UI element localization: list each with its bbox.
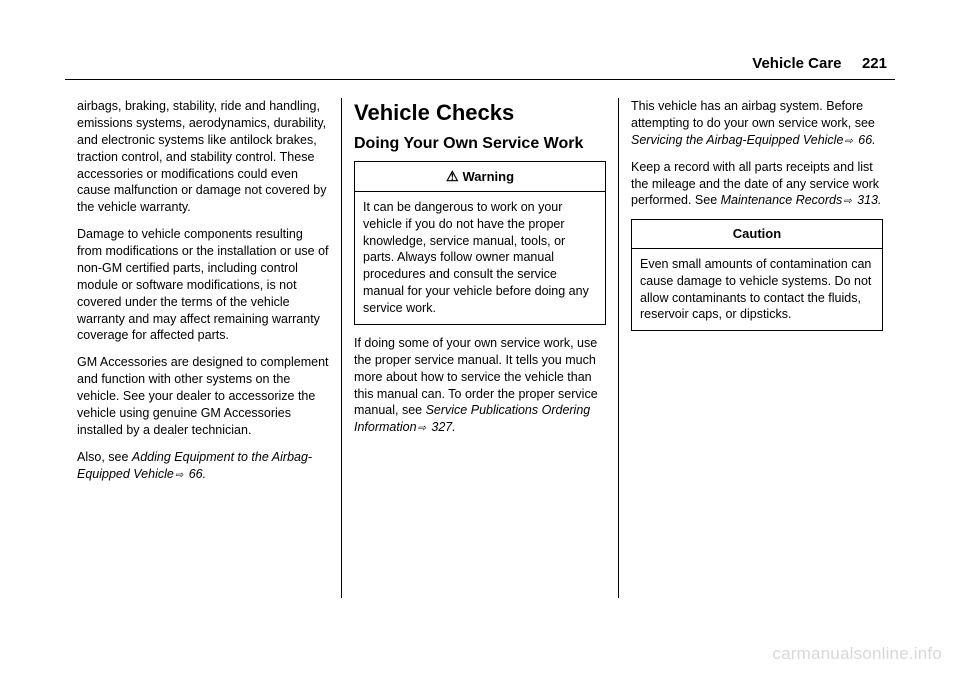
col1-paragraph-2: Damage to vehicle components resulting f… [77, 226, 329, 344]
column-2: Vehicle Checks Doing Your Own Service Wo… [342, 98, 619, 598]
reference-icon [842, 193, 853, 207]
col1-paragraph-3: GM Accessories are designed to complemen… [77, 354, 329, 438]
manual-page: Vehicle Care 221 airbags, braking, stabi… [65, 55, 895, 615]
caution-box-title: Caution [632, 220, 882, 249]
warning-box-title: Warning [355, 162, 605, 192]
page-header: Vehicle Care 221 [65, 55, 895, 80]
reference-icon [843, 133, 854, 147]
caution-box-body: Even small amounts of contamination can … [632, 249, 882, 331]
col1-paragraph-4: Also, see Adding Equipment to the Airbag… [77, 449, 329, 483]
col3-p1-text-a: This vehicle has an airbag system. Befor… [631, 99, 875, 130]
watermark-text: carmanualsonline.info [772, 644, 942, 664]
header-section-title: Vehicle Care [752, 55, 841, 72]
reference-icon [417, 420, 428, 434]
content-columns: airbags, braking, stability, ride and ha… [65, 98, 895, 598]
caution-box: Caution Even small amounts of contaminat… [631, 219, 883, 331]
col3-p2-ref: Maintenance Records 313. [721, 193, 882, 207]
section-heading-vehicle-checks: Vehicle Checks [354, 98, 606, 128]
col2-paragraph-1: If doing some of your own service work, … [354, 335, 606, 436]
col3-paragraph-1: This vehicle has an airbag system. Befor… [631, 98, 883, 149]
subsection-heading-service-work: Doing Your Own Service Work [354, 134, 606, 153]
col3-p1-ref: Servicing the Airbag-Equipped Vehicle 66… [631, 133, 876, 147]
column-3: This vehicle has an airbag system. Befor… [619, 98, 895, 598]
reference-icon [174, 467, 185, 481]
warning-box: Warning It can be dangerous to work on y… [354, 161, 606, 325]
column-1: airbags, braking, stability, ride and ha… [65, 98, 342, 598]
warning-box-body: It can be dangerous to work on your vehi… [355, 192, 605, 324]
col3-paragraph-2: Keep a record with all parts receipts an… [631, 159, 883, 210]
col1-paragraph-1: airbags, braking, stability, ride and ha… [77, 98, 329, 216]
col1-p4-text-a: Also, see [77, 450, 132, 464]
header-page-number: 221 [862, 55, 887, 72]
